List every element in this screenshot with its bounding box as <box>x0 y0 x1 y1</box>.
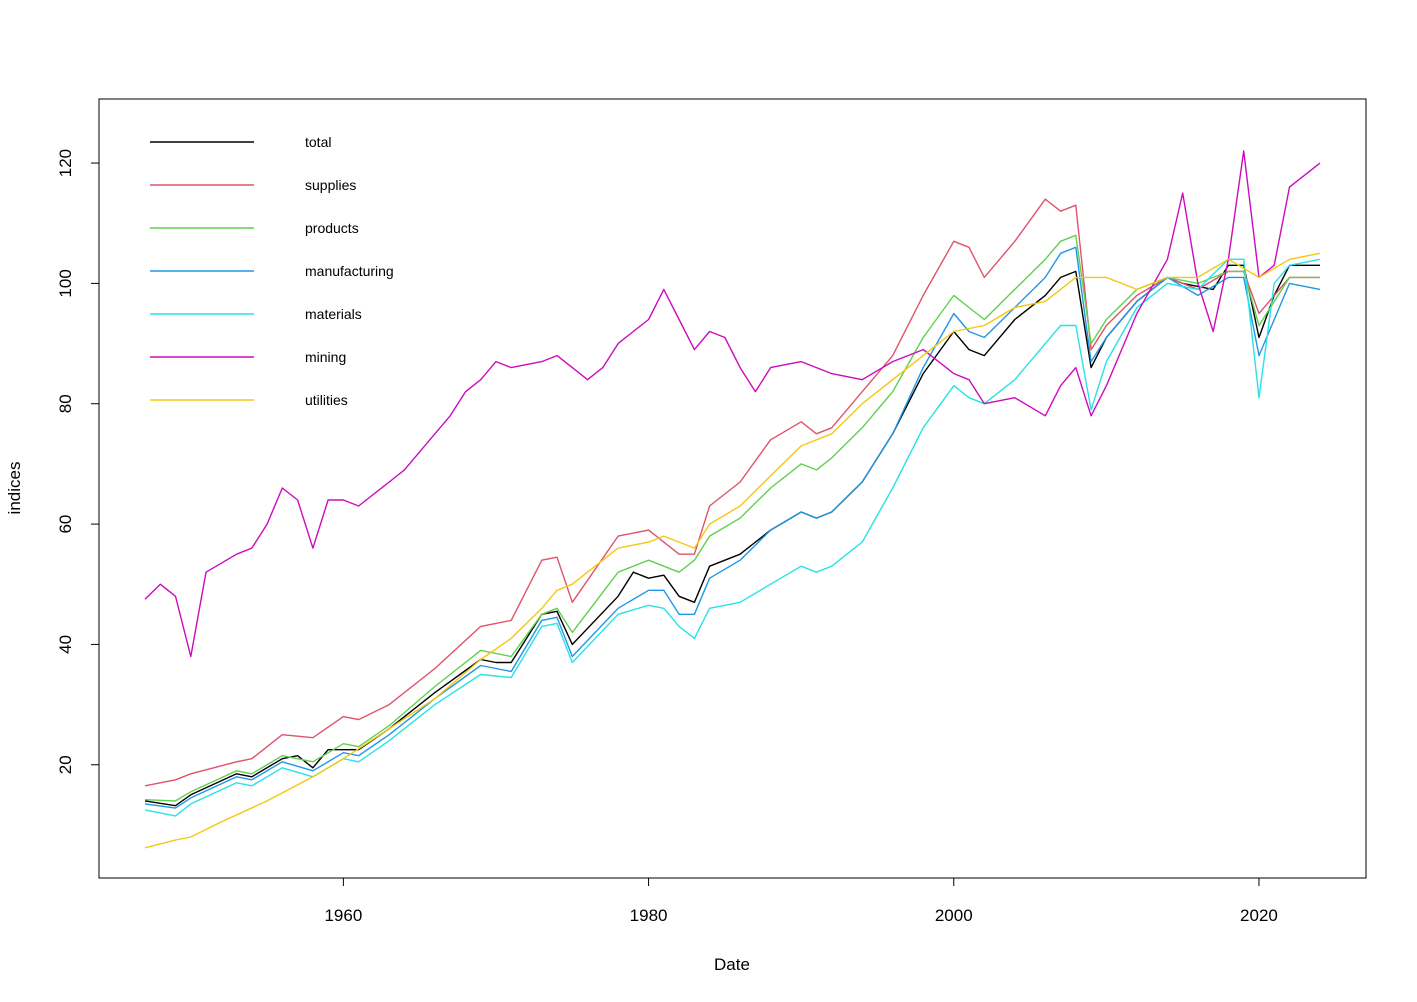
y-tick-label: 60 <box>56 515 75 534</box>
series-line-supplies <box>144 198 1320 787</box>
y-tick-label: 100 <box>56 269 75 297</box>
y-axis-label: indices <box>5 462 24 515</box>
series-line-mining <box>144 150 1321 658</box>
x-axis-label: Date <box>714 955 750 974</box>
series-line-products <box>144 234 1320 802</box>
legend-label-supplies: supplies <box>305 177 356 193</box>
legend-label-utilities: utilities <box>305 392 348 408</box>
x-tick-label: 1960 <box>324 906 362 925</box>
series-line-total <box>144 264 1320 807</box>
x-axis: 1960 1980 2000 2020 <box>324 877 1278 925</box>
x-tick-label: 2000 <box>935 906 973 925</box>
legend-label-mining: mining <box>305 349 346 365</box>
y-axis: 20 40 60 80 100 120 <box>56 149 100 774</box>
x-tick-label: 1980 <box>630 906 668 925</box>
legend-label-total: total <box>305 134 331 150</box>
series-line-manufacturing <box>144 246 1321 809</box>
legend-label-products: products <box>305 220 359 236</box>
y-tick-label: 80 <box>56 394 75 413</box>
y-tick-label: 20 <box>56 755 75 774</box>
legend-label-manufacturing: manufacturing <box>305 263 394 279</box>
legend-label-materials: materials <box>305 306 362 322</box>
x-tick-label: 2020 <box>1240 906 1278 925</box>
series-lines <box>144 150 1321 849</box>
series-line-utilities <box>144 252 1321 849</box>
legend: total supplies products manufacturing materi… <box>150 134 394 408</box>
y-tick-label: 40 <box>56 635 75 654</box>
y-tick-label: 120 <box>56 149 75 177</box>
